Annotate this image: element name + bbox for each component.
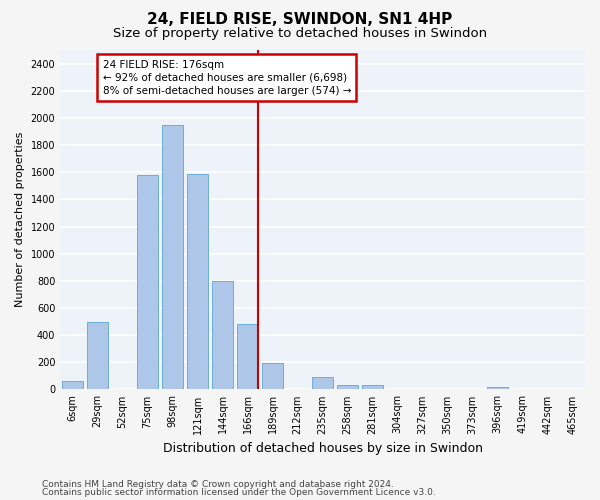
Text: 24 FIELD RISE: 176sqm
← 92% of detached houses are smaller (6,698)
8% of semi-de: 24 FIELD RISE: 176sqm ← 92% of detached … — [103, 60, 351, 96]
Text: Contains HM Land Registry data © Crown copyright and database right 2024.: Contains HM Land Registry data © Crown c… — [42, 480, 394, 489]
Bar — [337, 384, 358, 390]
Bar — [62, 382, 83, 390]
Bar — [312, 377, 333, 390]
Text: Size of property relative to detached houses in Swindon: Size of property relative to detached ho… — [113, 28, 487, 40]
Bar — [137, 175, 158, 390]
Bar — [362, 386, 383, 390]
Bar — [212, 281, 233, 390]
Y-axis label: Number of detached properties: Number of detached properties — [15, 132, 25, 308]
Bar — [187, 174, 208, 390]
Bar — [487, 386, 508, 390]
Text: 24, FIELD RISE, SWINDON, SN1 4HP: 24, FIELD RISE, SWINDON, SN1 4HP — [148, 12, 452, 28]
X-axis label: Distribution of detached houses by size in Swindon: Distribution of detached houses by size … — [163, 442, 482, 455]
Bar — [162, 124, 183, 390]
Text: Contains public sector information licensed under the Open Government Licence v3: Contains public sector information licen… — [42, 488, 436, 497]
Bar — [87, 322, 108, 390]
Bar — [237, 324, 258, 390]
Bar — [262, 363, 283, 390]
